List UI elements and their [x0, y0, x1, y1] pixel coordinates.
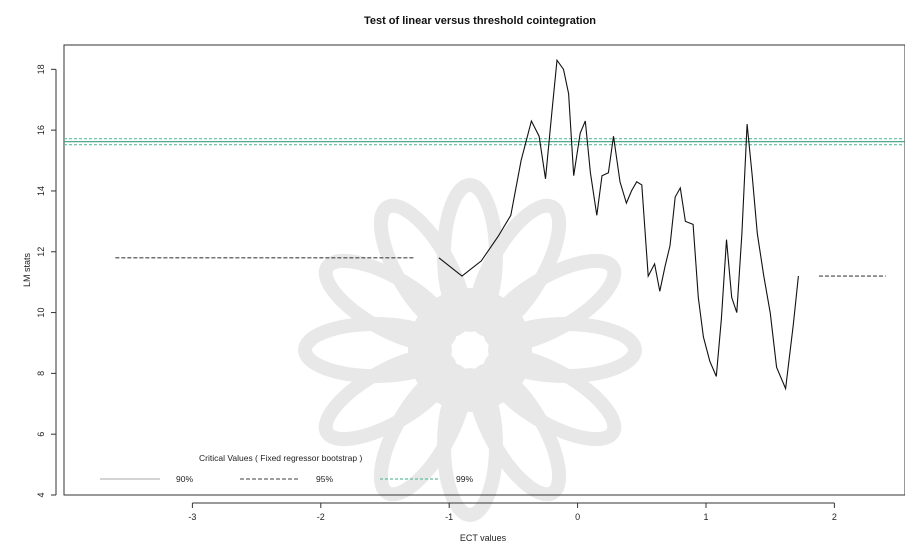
x-tick-label: 1	[703, 512, 708, 522]
watermark-petal	[373, 363, 472, 502]
lm-stats-line	[438, 58, 799, 391]
watermark-petal	[318, 348, 457, 447]
y-tick-label: 18	[36, 64, 46, 74]
y-axis: 4 6 8 10 12 14 16 18	[36, 64, 57, 498]
y-tick-label: 6	[36, 432, 46, 437]
x-axis-label: ECT values	[460, 533, 507, 543]
y-axis-label: LM stats	[22, 252, 32, 287]
plot-frame	[63, 44, 905, 496]
y-tick-label: 12	[36, 247, 46, 257]
watermark-petal	[483, 253, 622, 352]
watermark-petal	[468, 198, 567, 337]
x-tick-label: 0	[575, 512, 580, 522]
watermark-petal	[468, 363, 567, 502]
y-tick-label: 16	[36, 125, 46, 135]
watermark-petal	[437, 178, 503, 332]
watermark-petal	[437, 368, 503, 522]
legend-label: 99%	[456, 474, 473, 484]
y-tick-label: 10	[36, 308, 46, 318]
chart-title: Test of linear versus threshold cointegr…	[364, 15, 596, 27]
x-tick-label: -3	[188, 512, 196, 522]
x-tick-label: 2	[832, 512, 837, 522]
watermark-petal	[488, 317, 642, 383]
watermark-core	[408, 288, 532, 412]
y-tick-label: 14	[36, 186, 46, 196]
legend-label: 95%	[316, 474, 333, 484]
watermark-petal	[483, 348, 622, 447]
watermark-petal	[373, 198, 472, 337]
critical-value-lines	[64, 138, 905, 277]
y-tick-label: 8	[36, 371, 46, 376]
y-tick-label: 4	[36, 492, 46, 497]
series-layer	[438, 58, 799, 391]
legend: Critical Values ( Fixed regressor bootst…	[100, 453, 473, 484]
legend-title: Critical Values ( Fixed regressor bootst…	[199, 453, 362, 463]
watermark-petal	[318, 253, 457, 352]
x-tick-label: -1	[445, 512, 453, 522]
watermark-emblem	[298, 178, 642, 522]
x-axis: -3 -2 -1 0 1 2	[188, 502, 837, 522]
legend-label: 90%	[176, 474, 193, 484]
x-tick-label: -2	[317, 512, 325, 522]
watermark-petal	[298, 317, 452, 383]
